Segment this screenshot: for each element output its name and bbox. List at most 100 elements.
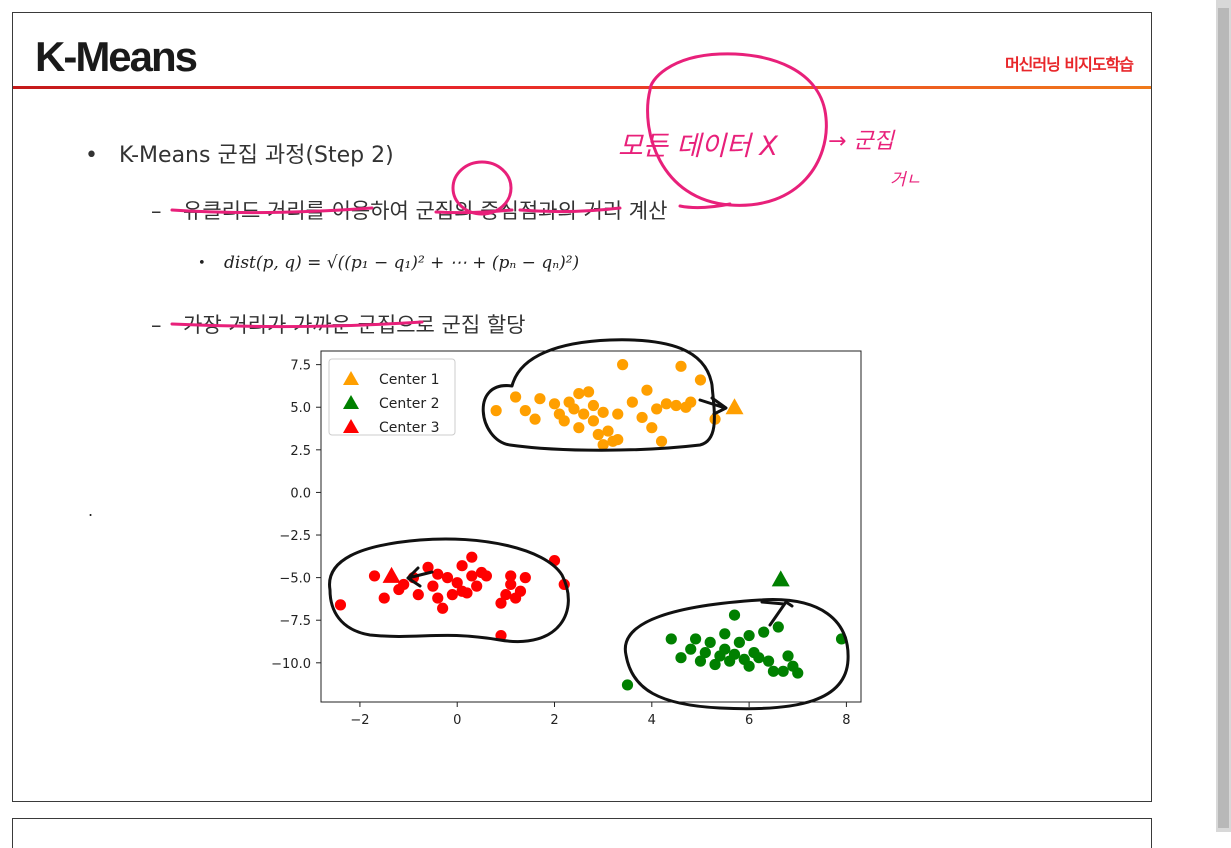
- data-point: [621, 679, 634, 691]
- x-tick-label: 2: [550, 713, 558, 728]
- data-point: [529, 413, 541, 425]
- data-point: [368, 570, 381, 582]
- data-point: [636, 411, 648, 424]
- legend-marker: [343, 395, 359, 409]
- data-point: [558, 415, 570, 427]
- slide-main: K-Means 머신러닝 비지도학습 • K-Means 군집 과정(Step 2…: [12, 12, 1152, 802]
- data-point: [519, 405, 531, 417]
- data-point: [792, 667, 804, 679]
- data-points: [334, 359, 848, 691]
- axis-ticks: −2 0 2 4 6 8 7.5 5.0 2.5 0.0 −2.5 −5.0 −7.5 −10.0: [271, 359, 850, 728]
- data-point: [587, 399, 600, 412]
- distance-formula: • dist(p, q) = √((p₁ − q₁)² + ⋯ + (pₙ − q…: [198, 253, 579, 273]
- x-tick-label: 6: [745, 713, 753, 728]
- data-point: [437, 602, 449, 614]
- data-point: [646, 422, 658, 434]
- data-point: [782, 650, 794, 662]
- data-point: [378, 592, 390, 604]
- data-point: [573, 387, 585, 400]
- data-point: [480, 570, 493, 582]
- data-point: [719, 643, 731, 655]
- data-point: [694, 655, 707, 667]
- data-point: [451, 577, 463, 589]
- data-point: [670, 399, 682, 412]
- data-point: [582, 386, 595, 398]
- y-tick-label: 7.5: [290, 359, 311, 374]
- y-tick-label: 0.0: [290, 486, 311, 501]
- loop-green: [623, 598, 850, 711]
- handwritten-note2: → 군집: [828, 129, 896, 154]
- loop-orange: [481, 338, 716, 452]
- course-tag: 머신러닝 비지도학습: [1004, 55, 1134, 74]
- data-point: [578, 408, 590, 420]
- center-marker: [382, 566, 401, 583]
- data-point: [612, 408, 624, 420]
- data-point: [772, 621, 784, 633]
- stray-dot: .: [88, 501, 94, 520]
- data-point: [675, 652, 687, 664]
- arrow-red: [406, 566, 434, 588]
- x-tick-label: 0: [453, 713, 461, 728]
- data-point: [548, 398, 561, 410]
- data-point: [427, 580, 439, 592]
- data-point: [617, 359, 629, 371]
- data-point: [334, 599, 347, 611]
- handwritten-note3: 거ㄴ: [890, 170, 921, 190]
- data-point: [412, 589, 424, 601]
- data-point: [728, 609, 741, 621]
- data-point: [456, 560, 468, 572]
- data-point: [495, 597, 507, 609]
- x-tick-label: 4: [648, 713, 656, 728]
- data-point: [685, 643, 697, 655]
- data-point: [689, 633, 702, 645]
- formula-bullet: •: [198, 256, 206, 271]
- data-point: [509, 391, 522, 403]
- underline-euclid: [170, 206, 374, 215]
- data-point: [514, 585, 527, 597]
- data-point: [441, 572, 454, 584]
- y-tick-label: 2.5: [290, 444, 311, 459]
- ink-annotations: 모든 데이터 X → 군집 거ㄴ: [170, 52, 921, 711]
- y-tick-label: −2.5: [279, 529, 311, 544]
- data-point: [432, 568, 444, 580]
- circle-cluster: [451, 160, 513, 216]
- data-point: [534, 393, 546, 405]
- data-point: [665, 633, 677, 645]
- slide-title: K-Means: [35, 33, 198, 80]
- data-point: [422, 561, 434, 573]
- data-point: [500, 589, 512, 601]
- y-tick-label: −5.0: [279, 572, 311, 587]
- data-point: [505, 578, 517, 591]
- data-point: [719, 628, 731, 640]
- scrollbar[interactable]: [1216, 0, 1231, 832]
- legend-marker: [343, 419, 359, 433]
- data-point: [699, 646, 711, 659]
- data-point: [743, 629, 755, 642]
- data-point: [641, 384, 653, 396]
- underline-center: [518, 206, 622, 214]
- data-point: [490, 405, 502, 417]
- title-rule: [13, 86, 1151, 89]
- data-point: [432, 592, 444, 604]
- legend-marker: [343, 371, 359, 385]
- arrow-orange: [698, 396, 728, 416]
- legend-label: Center 2: [379, 396, 439, 412]
- data-point: [471, 580, 483, 592]
- data-point: [446, 589, 458, 601]
- y-tick-label: −10.0: [271, 657, 311, 672]
- data-point: [728, 648, 741, 660]
- scrollbar-thumb[interactable]: [1218, 8, 1229, 828]
- data-point: [675, 360, 687, 372]
- data-point: [505, 570, 517, 582]
- y-tick-label: 5.0: [290, 401, 311, 416]
- data-point: [466, 551, 478, 563]
- data-point: [568, 403, 580, 415]
- dash-marker: –: [151, 199, 162, 223]
- loop-red: [328, 537, 570, 643]
- data-point: [519, 572, 531, 584]
- data-point: [777, 665, 789, 677]
- handwritten-note1: 모든 데이터 X: [618, 131, 778, 162]
- data-point: [587, 415, 600, 427]
- data-point: [466, 570, 478, 582]
